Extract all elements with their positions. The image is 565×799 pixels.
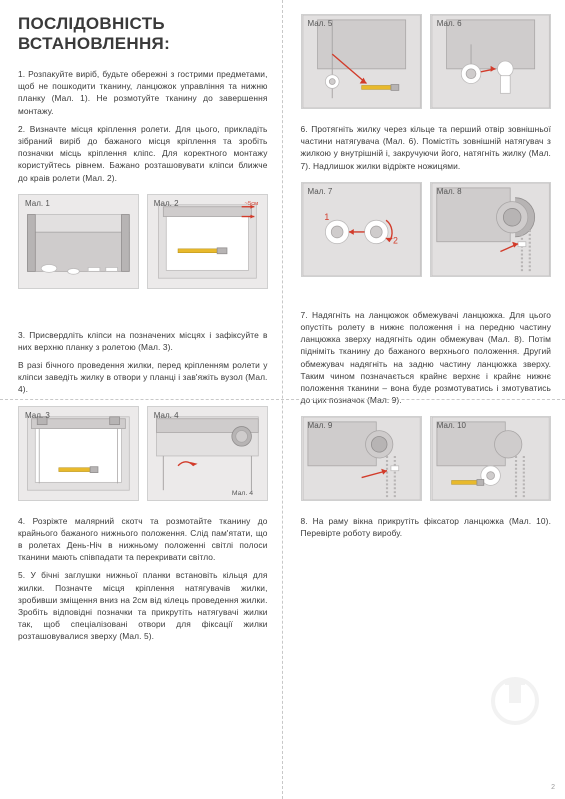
right-column: Мал. 5 Мал. 6 <box>283 0 565 799</box>
step-5: 5. У бічні заглушки нижньої планки встан… <box>18 569 268 642</box>
figure-3: Мал. 3 <box>18 406 139 501</box>
page-number: 2 <box>551 784 555 791</box>
figure-7-label: Мал. 7 <box>308 187 333 196</box>
figure-4: Мал. 4 Мал. 4 <box>147 406 268 501</box>
step-7: 7. Надягніть на ланцюжок обмежувачі ланц… <box>301 309 552 407</box>
figure-5: Мал. 5 <box>301 14 422 109</box>
svg-text:1: 1 <box>324 212 329 222</box>
step-4: 4. Розріжте малярний скотч та розмотайте… <box>18 515 268 564</box>
watermark-icon <box>487 673 543 729</box>
step-3: 3. Присвердліть кліпси на позначених міс… <box>18 329 268 353</box>
figure-8-label: Мал. 8 <box>437 187 462 196</box>
fig-row-1-2: Мал. 1 Мал. 2 <box>18 194 268 289</box>
fig-row-3-4: Мал. 3 Мал. 4 <box>18 406 268 501</box>
svg-text:Мал. 4: Мал. 4 <box>232 490 253 497</box>
step-2: 2. Визначте місця кріплення ролети. Для … <box>18 123 268 184</box>
figure-10-label: Мал. 10 <box>437 421 466 430</box>
fig-row-7-8: Мал. 7 1 2 Мал. 8 <box>301 182 552 277</box>
figure-2-label: Мал. 2 <box>154 199 179 208</box>
figure-6-label: Мал. 6 <box>437 19 462 28</box>
figure-6: Мал. 6 <box>430 14 551 109</box>
figure-2: Мал. 2 ~5см <box>147 194 268 289</box>
figure-9-label: Мал. 9 <box>308 421 333 430</box>
step-6: 6. Протягніть жилку через кільце та перш… <box>301 123 552 172</box>
step-1: 1. Розпакуйте виріб, будьте обережні з г… <box>18 68 268 117</box>
figure-9: Мал. 9 <box>301 416 422 501</box>
figure-5-label: Мал. 5 <box>308 19 333 28</box>
figure-3-label: Мал. 3 <box>25 411 50 420</box>
step-8: 8. На раму вікна прикрутіть фіксатор лан… <box>301 515 552 539</box>
figure-8: Мал. 8 <box>430 182 551 277</box>
svg-text:2: 2 <box>392 235 397 245</box>
page-title: ПОСЛІДОВНІСТЬ ВСТАНОВЛЕННЯ: <box>18 14 268 54</box>
fig-row-5-6: Мал. 5 Мал. 6 <box>301 14 552 109</box>
figure-10: Мал. 10 <box>430 416 551 501</box>
fig-row-9-10: Мал. 9 Мал. 10 <box>301 416 552 501</box>
figure-4-label: Мал. 4 <box>154 411 179 420</box>
left-column: ПОСЛІДОВНІСТЬ ВСТАНОВЛЕННЯ: 1. Розпакуйт… <box>0 0 283 799</box>
figure-7: Мал. 7 1 2 <box>301 182 422 277</box>
step-3b: В разі бічного проведення жилки, перед к… <box>18 359 268 396</box>
figure-1-label: Мал. 1 <box>25 199 50 208</box>
figure-1: Мал. 1 <box>18 194 139 289</box>
